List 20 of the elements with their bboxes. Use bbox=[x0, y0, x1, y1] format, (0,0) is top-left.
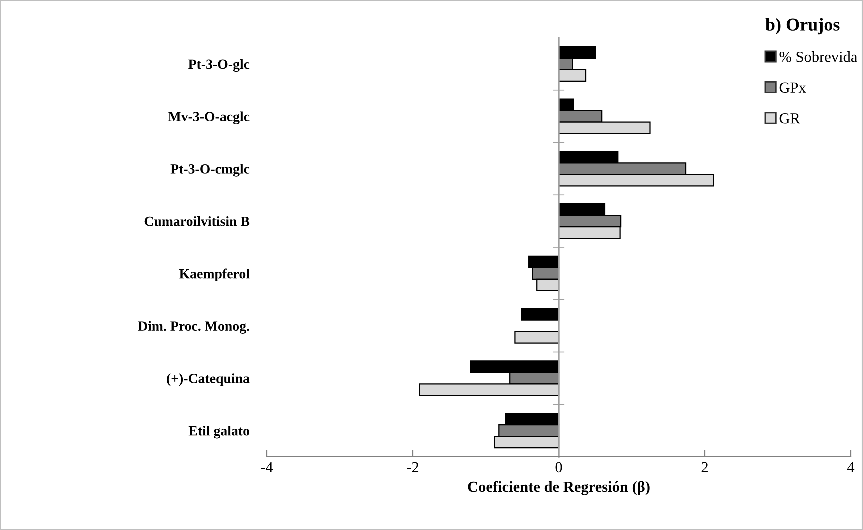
x-tick-label: -2 bbox=[407, 462, 419, 472]
x-tick-label: -4 bbox=[261, 462, 274, 472]
legend-label: % Sobrevida bbox=[780, 52, 858, 62]
legend-title: b) Orujos bbox=[766, 18, 840, 35]
bar bbox=[521, 308, 560, 321]
legend-label: GPx bbox=[780, 82, 806, 94]
y-tick-label: Kaempferol bbox=[180, 268, 250, 282]
x-tick-label: 4 bbox=[847, 462, 855, 472]
x-tick-label: 0 bbox=[556, 462, 562, 473]
bar bbox=[514, 331, 560, 344]
y-tick-label: Pt-3-O-glc bbox=[188, 59, 250, 72]
x-axis-title: Coeficiente de Regresión (β) bbox=[468, 481, 650, 496]
y-tick-label: Mv-3-O-acglc bbox=[168, 112, 250, 124]
y-tick-label: Pt-3-O-cmglc bbox=[170, 164, 250, 177]
y-tick-label: Etil galato bbox=[188, 426, 250, 439]
y-tick-label: Cumaroilvitisin B bbox=[144, 216, 250, 226]
y-tick-label: (+)-Catequina bbox=[167, 374, 250, 386]
legend-label: GR bbox=[780, 113, 800, 124]
y-tick-label: Dim. Proc. Monog. bbox=[138, 321, 250, 334]
x-tick-label: 2 bbox=[702, 462, 708, 472]
